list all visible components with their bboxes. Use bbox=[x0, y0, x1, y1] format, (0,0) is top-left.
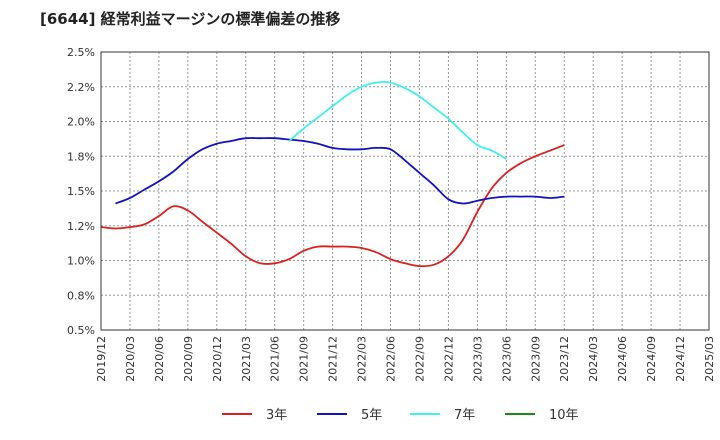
legend-label-1: 5年 bbox=[361, 408, 382, 423]
x-tick-label: 2020/06 bbox=[153, 336, 166, 382]
y-tick-label: 2.5% bbox=[67, 46, 95, 59]
x-tick-label: 2021/09 bbox=[298, 336, 311, 382]
series-lines bbox=[100, 81, 565, 268]
y-tick-label: 0.5% bbox=[67, 324, 95, 337]
x-tick-label: 2020/03 bbox=[124, 336, 137, 382]
plot-frame bbox=[100, 51, 710, 331]
y-tick-label: 1.5% bbox=[67, 185, 95, 198]
x-tick-label: 2025/03 bbox=[703, 336, 716, 382]
x-tick-label: 2022/09 bbox=[413, 336, 426, 382]
series-line-1 bbox=[115, 137, 565, 205]
x-tick-label: 2021/12 bbox=[327, 336, 340, 382]
x-tick-label: 2023/06 bbox=[500, 336, 513, 382]
y-tick-label: 2.2% bbox=[67, 81, 95, 94]
x-tick-label: 2024/12 bbox=[674, 336, 687, 382]
legend-label-2: 7年 bbox=[454, 408, 475, 423]
x-tick-label: 2019/12 bbox=[95, 336, 108, 382]
x-tick-label: 2024/09 bbox=[645, 336, 658, 382]
legend-label-3: 10年 bbox=[549, 408, 579, 423]
y-tick-label: 1.8% bbox=[67, 150, 95, 163]
x-tick-label: 2023/12 bbox=[558, 336, 571, 382]
chart-title: [6644] 経常利益マージンの標準偏差の推移 bbox=[40, 10, 341, 28]
x-tick-label: 2023/03 bbox=[471, 336, 484, 382]
x-tick-label: 2020/12 bbox=[211, 336, 224, 382]
x-tick-label: 2022/12 bbox=[442, 336, 455, 382]
legend-label-0: 3年 bbox=[266, 408, 287, 423]
y-tick-label: 1.2% bbox=[67, 220, 95, 233]
x-axis-ticks: 2019/12 2020/03 2020/06 2020/09 2020/12 2021/… bbox=[95, 336, 716, 382]
x-tick-label: 2021/06 bbox=[269, 336, 282, 382]
x-tick-label: 2022/03 bbox=[356, 336, 369, 382]
x-tick-label: 2021/03 bbox=[240, 336, 253, 382]
y-axis-ticks: 0.5% 0.8% 1.0% 1.2% 1.5% 1.8% 2.0% 2.2% 2.5% bbox=[67, 46, 95, 337]
x-tick-label: 2024/03 bbox=[587, 336, 600, 382]
series-line-2 bbox=[288, 81, 507, 160]
y-tick-label: 0.8% bbox=[67, 289, 95, 302]
y-tick-label: 2.0% bbox=[67, 116, 95, 129]
legend: 3年 5年 7年 10年 bbox=[222, 408, 579, 423]
x-tick-label: 2024/06 bbox=[616, 336, 629, 382]
x-tick-label: 2022/06 bbox=[385, 336, 398, 382]
grid-lines bbox=[101, 52, 709, 330]
x-tick-label: 2020/09 bbox=[182, 336, 195, 382]
x-tick-label: 2023/09 bbox=[529, 336, 542, 382]
series-line-0 bbox=[100, 144, 565, 268]
y-tick-label: 1.0% bbox=[67, 255, 95, 268]
